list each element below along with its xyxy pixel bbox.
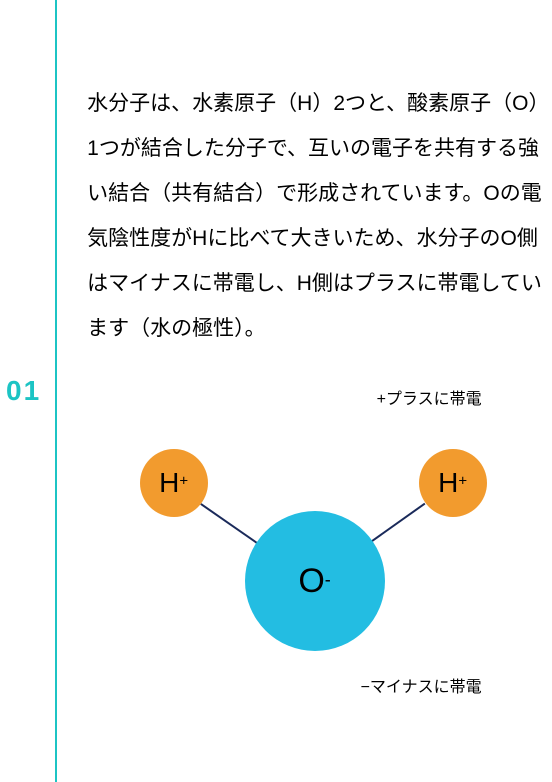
hydrogen-atom-left: H+ bbox=[140, 449, 208, 517]
page-container: 01 水分子は、水素原子（H）2つと、酸素原子（O）1つが結合した分子で、互いの… bbox=[0, 0, 552, 782]
oxygen-letter: O bbox=[298, 562, 324, 600]
oxygen-symbol: O- bbox=[298, 564, 330, 598]
bond-right bbox=[371, 503, 425, 542]
content-area: 水分子は、水素原子（H）2つと、酸素原子（O）1つが結合した分子で、互いの電子を… bbox=[57, 81, 552, 702]
plus-charge-label: +プラスに帯電 bbox=[377, 385, 482, 409]
water-molecule-diagram: O- H+ H+ +プラスに帯電 −マイナスに帯電 bbox=[105, 371, 525, 701]
h-left-charge: + bbox=[179, 473, 188, 490]
section-number: 01 bbox=[0, 375, 55, 407]
h-right-charge: + bbox=[458, 473, 467, 490]
h-right-symbol: H+ bbox=[438, 469, 467, 497]
h-left-symbol: H+ bbox=[159, 469, 188, 497]
minus-charge-label: −マイナスに帯電 bbox=[361, 673, 482, 697]
bond-left bbox=[201, 503, 257, 543]
body-paragraph: 水分子は、水素原子（H）2つと、酸素原子（O）1つが結合した分子で、互いの電子を… bbox=[87, 81, 542, 352]
oxygen-atom: O- bbox=[245, 511, 385, 651]
hydrogen-atom-right: H+ bbox=[419, 449, 487, 517]
diagram-wrap: O- H+ H+ +プラスに帯電 −マイナスに帯電 bbox=[87, 371, 542, 701]
h-right-letter: H bbox=[438, 467, 458, 498]
oxygen-charge: - bbox=[325, 570, 331, 590]
h-left-letter: H bbox=[159, 467, 179, 498]
